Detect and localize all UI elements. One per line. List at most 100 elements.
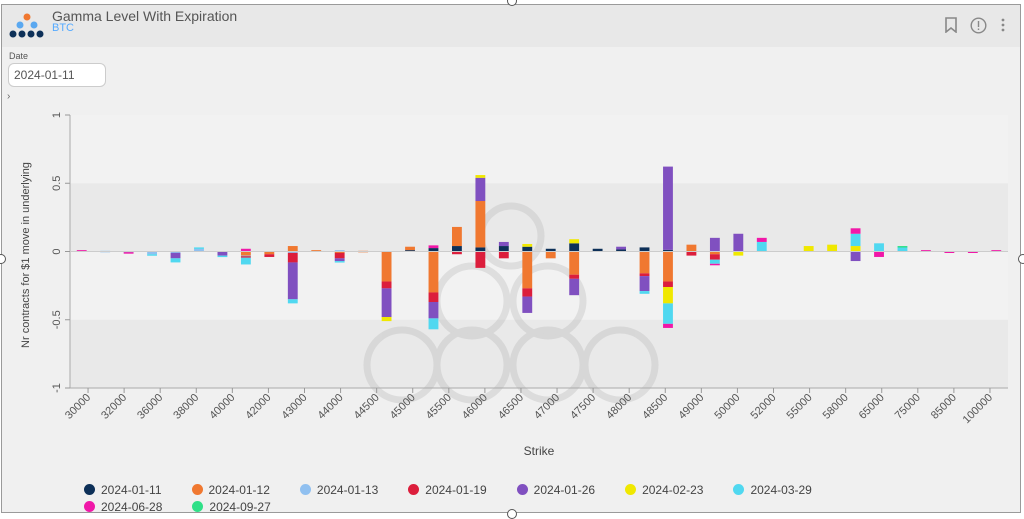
bar-segment[interactable] bbox=[709, 237, 720, 252]
bar-segment[interactable] bbox=[475, 247, 486, 252]
bar-segment[interactable] bbox=[663, 323, 673, 328]
bar-segment[interactable] bbox=[287, 262, 298, 300]
bar-segment[interactable] bbox=[194, 247, 204, 249]
bar-segment[interactable] bbox=[240, 251, 251, 256]
bar-segment[interactable] bbox=[217, 255, 228, 258]
bar-segment[interactable] bbox=[76, 250, 87, 252]
bar-segment[interactable] bbox=[569, 239, 580, 244]
bar-segment[interactable] bbox=[991, 250, 1002, 252]
bar-segment[interactable] bbox=[287, 246, 298, 252]
bar-segment[interactable] bbox=[897, 246, 908, 248]
more-icon[interactable] bbox=[1000, 17, 1006, 37]
bar-segment[interactable] bbox=[522, 288, 533, 297]
bar-segment[interactable] bbox=[264, 254, 275, 257]
bar-segment[interactable] bbox=[639, 276, 650, 292]
chevron-right-icon[interactable]: › bbox=[7, 91, 11, 102]
bar-segment[interactable] bbox=[569, 251, 580, 275]
bar-segment[interactable] bbox=[381, 251, 392, 282]
legend-item[interactable]: 2024-01-12 bbox=[191, 481, 270, 498]
panel-subtitle[interactable]: BTC bbox=[52, 22, 74, 34]
bar-segment[interactable] bbox=[381, 288, 392, 318]
bar-segment[interactable] bbox=[756, 241, 767, 252]
bar-segment[interactable] bbox=[217, 251, 228, 256]
bar-segment[interactable] bbox=[639, 291, 650, 294]
resize-handle-right[interactable] bbox=[1018, 254, 1024, 264]
bar-segment[interactable] bbox=[475, 200, 486, 248]
legend-item[interactable]: 2024-09-27 bbox=[192, 498, 271, 515]
bar-segment[interactable] bbox=[897, 247, 908, 252]
bar-segment[interactable] bbox=[475, 177, 486, 201]
bar-segment[interactable] bbox=[803, 246, 814, 252]
bar-segment[interactable] bbox=[616, 249, 626, 252]
bar-segment[interactable] bbox=[428, 251, 439, 293]
bar-segment[interactable] bbox=[663, 166, 673, 250]
bar-segment[interactable] bbox=[592, 248, 603, 252]
bar-segment[interactable] bbox=[405, 246, 415, 251]
bar-segment[interactable] bbox=[264, 251, 275, 255]
bar-segment[interactable] bbox=[639, 273, 650, 277]
bar-segment[interactable] bbox=[240, 256, 251, 258]
bar-segment[interactable] bbox=[616, 246, 626, 250]
bar-segment[interactable] bbox=[874, 243, 884, 252]
bar-segment[interactable] bbox=[381, 317, 392, 322]
bar-segment[interactable] bbox=[381, 281, 392, 289]
bar-segment[interactable] bbox=[334, 251, 345, 254]
bar-segment[interactable] bbox=[240, 257, 251, 265]
info-icon[interactable] bbox=[970, 17, 987, 38]
bar-segment[interactable] bbox=[545, 251, 556, 259]
bar-segment[interactable] bbox=[498, 251, 509, 259]
bar-segment[interactable] bbox=[545, 248, 556, 252]
bookmark-icon[interactable] bbox=[944, 17, 958, 37]
bar-segment[interactable] bbox=[475, 251, 486, 268]
bar-segment[interactable] bbox=[147, 251, 157, 255]
bar-segment[interactable] bbox=[240, 248, 251, 252]
bar-segment[interactable] bbox=[850, 251, 861, 262]
bar-segment[interactable] bbox=[686, 244, 697, 252]
bar-segment[interactable] bbox=[569, 278, 580, 296]
legend-item[interactable]: 2024-06-28 bbox=[84, 498, 162, 515]
resize-handle-bottom[interactable] bbox=[507, 509, 517, 519]
legend-item[interactable]: 2024-03-29 bbox=[733, 481, 812, 498]
bar-segment[interactable] bbox=[639, 251, 650, 274]
legend-item[interactable]: 2024-02-23 bbox=[625, 481, 703, 498]
bar-segment[interactable] bbox=[498, 246, 509, 252]
bar-segment[interactable] bbox=[686, 251, 697, 256]
date-input[interactable] bbox=[8, 63, 106, 87]
bar-segment[interactable] bbox=[663, 303, 673, 324]
bar-segment[interactable] bbox=[522, 296, 533, 313]
bar-segment[interactable] bbox=[287, 299, 298, 304]
bar-segment[interactable] bbox=[921, 250, 931, 252]
bar-segment[interactable] bbox=[334, 261, 345, 263]
bar-segment[interactable] bbox=[428, 245, 439, 249]
bar-segment[interactable] bbox=[170, 252, 181, 259]
bar-segment[interactable] bbox=[428, 318, 439, 330]
bar-segment[interactable] bbox=[498, 241, 509, 247]
bar-segment[interactable] bbox=[475, 175, 486, 178]
bar-segment[interactable] bbox=[405, 250, 415, 252]
bar-segment[interactable] bbox=[522, 246, 533, 252]
bar-segment[interactable] bbox=[311, 250, 322, 252]
legend-item[interactable]: 2024-01-13 bbox=[299, 481, 378, 498]
bar-segment[interactable] bbox=[944, 251, 955, 254]
bar-segment[interactable] bbox=[194, 248, 204, 252]
bar-segment[interactable] bbox=[170, 258, 181, 263]
bar-segment[interactable] bbox=[287, 252, 298, 263]
bar-segment[interactable] bbox=[170, 251, 181, 254]
bar-segment[interactable] bbox=[287, 251, 298, 254]
bar-segment[interactable] bbox=[709, 254, 720, 260]
bar-segment[interactable] bbox=[850, 246, 861, 252]
bar-segment[interactable] bbox=[639, 247, 650, 252]
bar-segment[interactable] bbox=[874, 251, 884, 257]
bar-segment[interactable] bbox=[147, 254, 157, 256]
legend-item[interactable]: 2024-01-26 bbox=[516, 481, 595, 498]
bar-segment[interactable] bbox=[334, 258, 345, 262]
bar-segment[interactable] bbox=[569, 243, 580, 252]
bar-segment[interactable] bbox=[522, 251, 533, 289]
bar-segment[interactable] bbox=[334, 250, 345, 252]
resize-handle-left[interactable] bbox=[0, 254, 6, 264]
bar-segment[interactable] bbox=[709, 251, 720, 255]
bar-segment[interactable] bbox=[522, 243, 533, 247]
bar-segment[interactable] bbox=[452, 251, 462, 255]
bar-segment[interactable] bbox=[452, 246, 462, 252]
bar-segment[interactable] bbox=[967, 251, 978, 254]
